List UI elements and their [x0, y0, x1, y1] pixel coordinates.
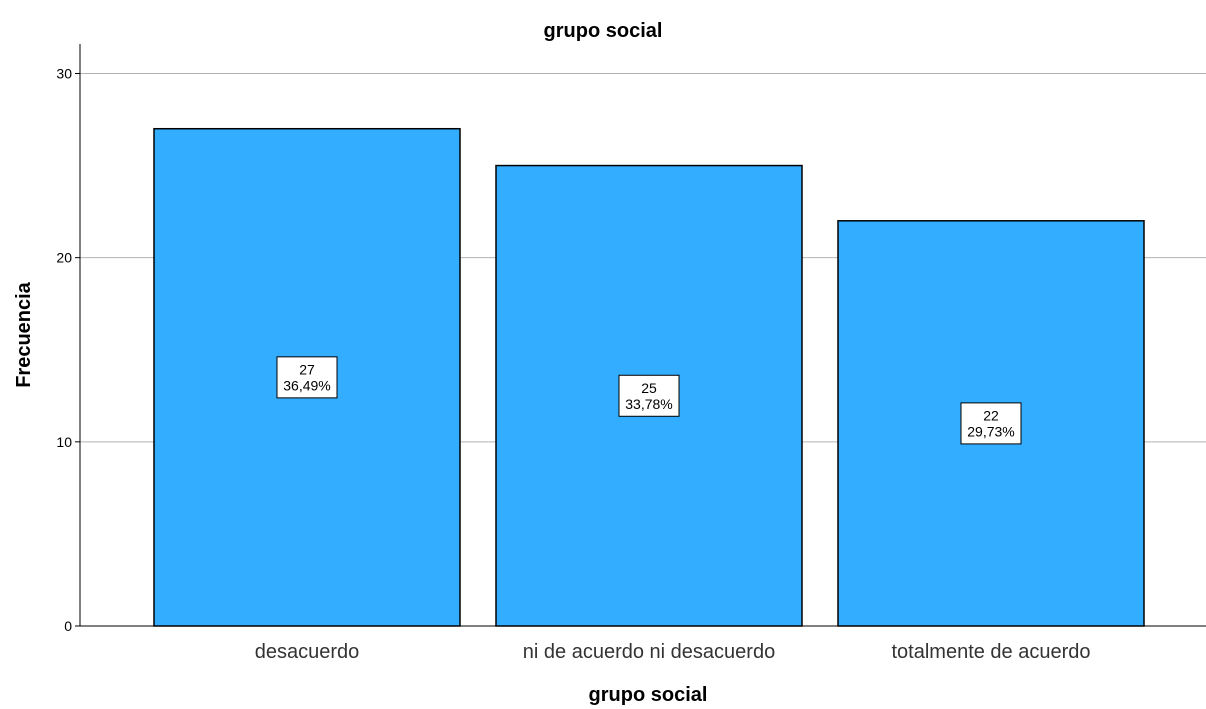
- x-category-label: desacuerdo: [255, 641, 360, 663]
- data-label-box: [276, 356, 338, 399]
- data-label-count: 22: [983, 407, 999, 423]
- data-label-percent: 36,49%: [283, 377, 330, 393]
- chart-title: grupo social: [544, 20, 663, 42]
- data-label-box: [960, 402, 1022, 445]
- data-label-count: 27: [299, 361, 315, 377]
- y-tick-label: 0: [64, 618, 72, 634]
- y-tick-label: 20: [56, 250, 72, 266]
- data-label-percent: 29,73%: [967, 423, 1014, 439]
- data-label-percent: 33,78%: [625, 396, 672, 412]
- y-tick-label: 30: [56, 65, 72, 81]
- axes: [79, 44, 1206, 627]
- x-axis-category-labels: desacuerdo ni de acuerdo ni desacuerdo tot…: [255, 641, 1091, 663]
- y-axis-ticks: 0 10 20 30: [56, 65, 80, 634]
- x-category-label: ni de acuerdo ni desacuerdo: [523, 641, 775, 663]
- x-axis-title: grupo social: [589, 684, 708, 706]
- y-tick-label: 10: [56, 434, 72, 450]
- x-category-label: totalmente de acuerdo: [891, 641, 1090, 663]
- data-label-count: 25: [641, 380, 657, 396]
- y-axis-title: Frecuencia: [13, 281, 35, 387]
- data-label-box: [618, 374, 680, 417]
